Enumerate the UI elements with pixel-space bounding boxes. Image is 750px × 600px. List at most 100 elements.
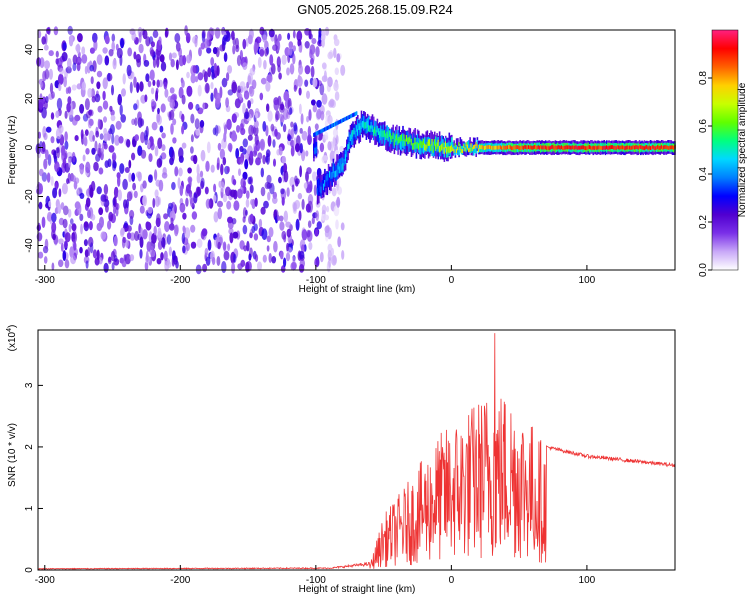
spectrogram-noise-cell [112, 58, 117, 70]
spectrogram-signal-cell [609, 145, 612, 150]
spectrogram-signal-cell [470, 144, 473, 153]
spectrogram-signal-cell [344, 154, 347, 161]
spectrogram-noise-cell [147, 206, 153, 214]
spectrogram-signal-cell [433, 141, 436, 157]
spectrogram-noise-cell [243, 111, 250, 119]
spectrogram-noise-cell [88, 118, 94, 126]
spectrogram-signal-cell [360, 122, 363, 130]
spectrogram-noise-cell [38, 251, 44, 259]
spectrogram-noise-cell [298, 87, 302, 96]
spectrogram-noise-cell [293, 124, 298, 135]
spectrogram-signal-cell [627, 145, 630, 150]
spectrogram-signal-cell [350, 113, 353, 118]
spectrogram-signal-cell [371, 125, 374, 132]
spectrogram-noise-cell [247, 75, 252, 85]
spectrogram-signal-cell [436, 142, 438, 150]
spectrogram-noise-cell [140, 149, 147, 159]
spectrogram-noise-cell [296, 30, 303, 42]
spectrogram-signal-cell [426, 141, 429, 149]
spectrogram-signal-cell [321, 180, 324, 195]
spectrogram-noise-cell [174, 33, 181, 43]
spectrogram-noise-cell [258, 218, 263, 228]
spectrogram-signal-cell [538, 145, 541, 150]
spectrogram-signal-cell [414, 137, 416, 145]
spectrogram-signal-cell [326, 126, 329, 131]
spectrogram-x-tick-label: 100 [579, 275, 596, 286]
spectrogram-noise-cell [276, 56, 281, 68]
spectrogram-noise-cell [206, 47, 212, 54]
spectrogram-noise-cell [53, 26, 59, 36]
spectrogram-signal-cell [320, 129, 322, 134]
spectrogram-noise-cell [96, 186, 102, 195]
spectrogram-x-ticks: -300 -200 -100 0 100 [35, 265, 596, 286]
spectrogram-noise-cell [98, 207, 104, 216]
spectrogram-noise-cell [38, 168, 44, 177]
spectrogram-noise-cell [61, 51, 68, 62]
spectrogram-signal-cell [454, 146, 457, 156]
spectrogram-noise-cell [56, 97, 63, 110]
spectrogram-noise-cell [227, 65, 233, 74]
spectrogram-noise-cell [276, 214, 280, 222]
spectrogram-noise-cell [321, 75, 328, 83]
spectrogram-noise-cell [85, 197, 91, 208]
spectrogram-noise-cell [68, 35, 74, 47]
spectrogram-signal-cell [469, 147, 471, 152]
spectrogram-noise-cell [184, 227, 191, 239]
spectrogram-signal-cell [572, 145, 575, 150]
spectrogram-noise-cell [225, 97, 230, 108]
spectrogram-noise-cell [55, 58, 59, 65]
spectrogram-signal-cell [315, 146, 318, 154]
spectrogram-noise-cell [74, 135, 79, 142]
spectrogram-noise-cell [301, 198, 305, 210]
spectrogram-noise-cell [146, 241, 152, 252]
spectrogram-signal-cell [522, 145, 525, 150]
spectrogram-noise-cell [319, 142, 325, 153]
spectrogram-noise-cell [124, 221, 128, 229]
spectrogram-noise-cell [226, 118, 232, 131]
spectrogram-noise-cell [329, 98, 335, 107]
spectrogram-noise-cell [249, 232, 253, 239]
spectrogram-signal-cell [413, 142, 415, 150]
spectrogram-noise-cell [313, 184, 317, 196]
spectrogram-noise-cell [212, 47, 218, 55]
spectrogram-noise-cell [85, 148, 90, 155]
spectrogram-noise-cell [89, 242, 94, 254]
spectrogram-signal-cell [553, 146, 555, 151]
spectrogram-noise-cell [231, 218, 237, 225]
spectrogram-signal-cell [491, 146, 493, 150]
snr-multiplier-exp: 4 [6, 328, 13, 332]
spectrogram-signal-cell [381, 130, 383, 138]
spectrogram-signal-cell [333, 122, 336, 127]
spectrogram-signal-cell [468, 148, 470, 153]
spectrogram-noise-cell [36, 57, 42, 67]
spectrogram-noise-cell [161, 144, 166, 152]
spectrogram-signal-cell [646, 145, 648, 149]
spectrogram-noise-cell [128, 159, 132, 169]
spectrogram-signal-cell [501, 146, 503, 151]
spectrogram-noise-cell [239, 157, 244, 165]
spectrogram-noise-cell [81, 46, 86, 55]
spectrogram-signal-cell [320, 186, 322, 194]
spectrogram-noise-cell [80, 223, 83, 235]
spectrogram-signal-cell [415, 142, 418, 149]
spectrogram-signal-cell [359, 126, 362, 133]
spectrogram-noise-cell [90, 47, 95, 54]
spectrogram-noise-cell [152, 30, 159, 38]
spectrogram-noise-cell [152, 79, 156, 86]
spectrogram-noise-cell [327, 243, 333, 253]
spectrogram-signal-cell [357, 118, 359, 134]
spectrogram-noise-cell [171, 52, 177, 59]
spectrogram-noise-cell [277, 64, 281, 73]
spectrogram-noise-cell [239, 123, 244, 131]
spectrogram-signal-cell [370, 122, 373, 129]
spectrogram-noise-cell [109, 105, 113, 112]
spectrogram-noise-cell [81, 81, 87, 91]
spectrogram-noise-cell [262, 254, 267, 263]
spectrogram-signal-cell [329, 170, 331, 178]
spectrogram-noise-cell [51, 262, 55, 271]
spectrogram-noise-cell [279, 251, 284, 260]
spectrogram-noise-cell [170, 217, 174, 225]
spectrogram-noise-cell [84, 65, 88, 75]
